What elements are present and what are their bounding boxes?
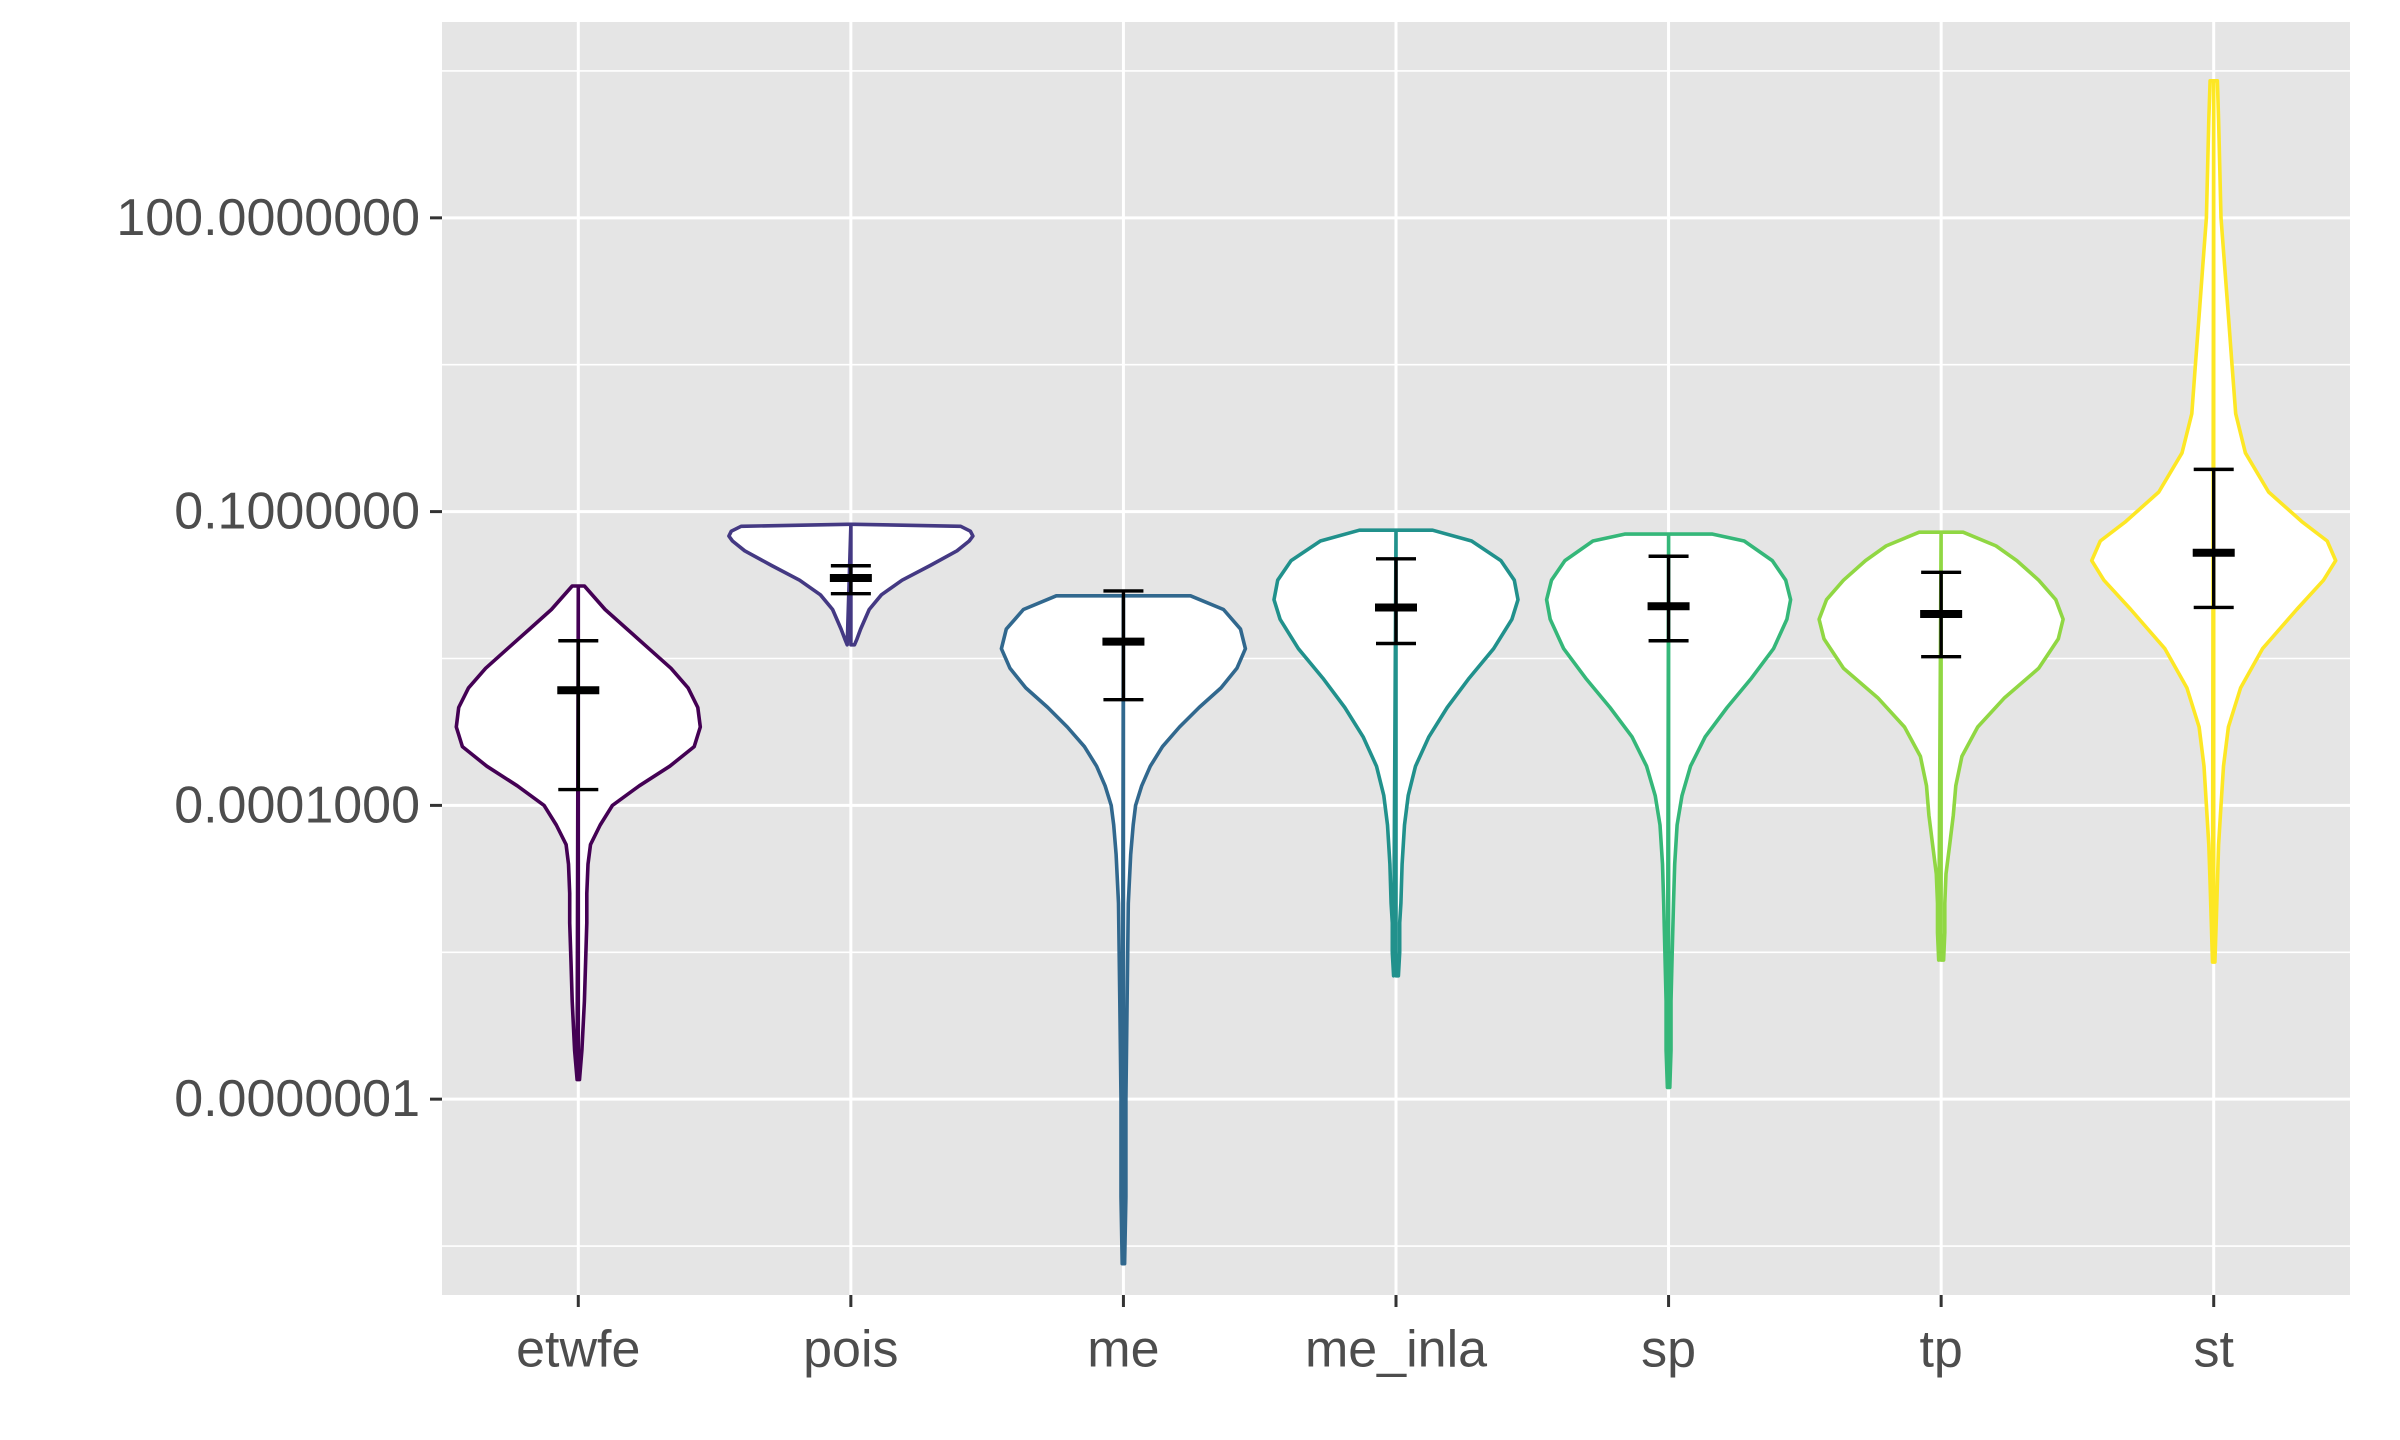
y-tick-label: 100.0000000 <box>116 189 420 247</box>
x-tick-label: tp <box>1919 1321 1962 1379</box>
y-axis: 0.0000001 0.0001000 0.1000000 100.0000000 <box>116 189 442 1128</box>
violin-tp <box>1817 530 2065 962</box>
x-tick-label: etwfe <box>516 1321 640 1379</box>
x-tick-label: me_inla <box>1305 1321 1487 1379</box>
violin-me <box>999 594 1248 1266</box>
y-tick-label: 0.0000001 <box>174 1070 420 1128</box>
violin-me_inla <box>1272 528 1520 978</box>
violin-sp <box>1544 532 1793 1090</box>
errorbar-layer <box>557 467 2235 792</box>
x-tick-label: pois <box>803 1321 898 1379</box>
x-axis: etwfe pois me me_inla sp tp st <box>516 1295 2234 1379</box>
x-tick-label: sp <box>1641 1321 1696 1379</box>
x-tick-label: me <box>1087 1321 1159 1379</box>
x-tick-label: st <box>2193 1321 2234 1379</box>
y-tick-label: 0.0001000 <box>174 776 420 834</box>
y-tick-label: 0.1000000 <box>174 483 420 541</box>
violin-etwfe <box>454 584 703 1082</box>
